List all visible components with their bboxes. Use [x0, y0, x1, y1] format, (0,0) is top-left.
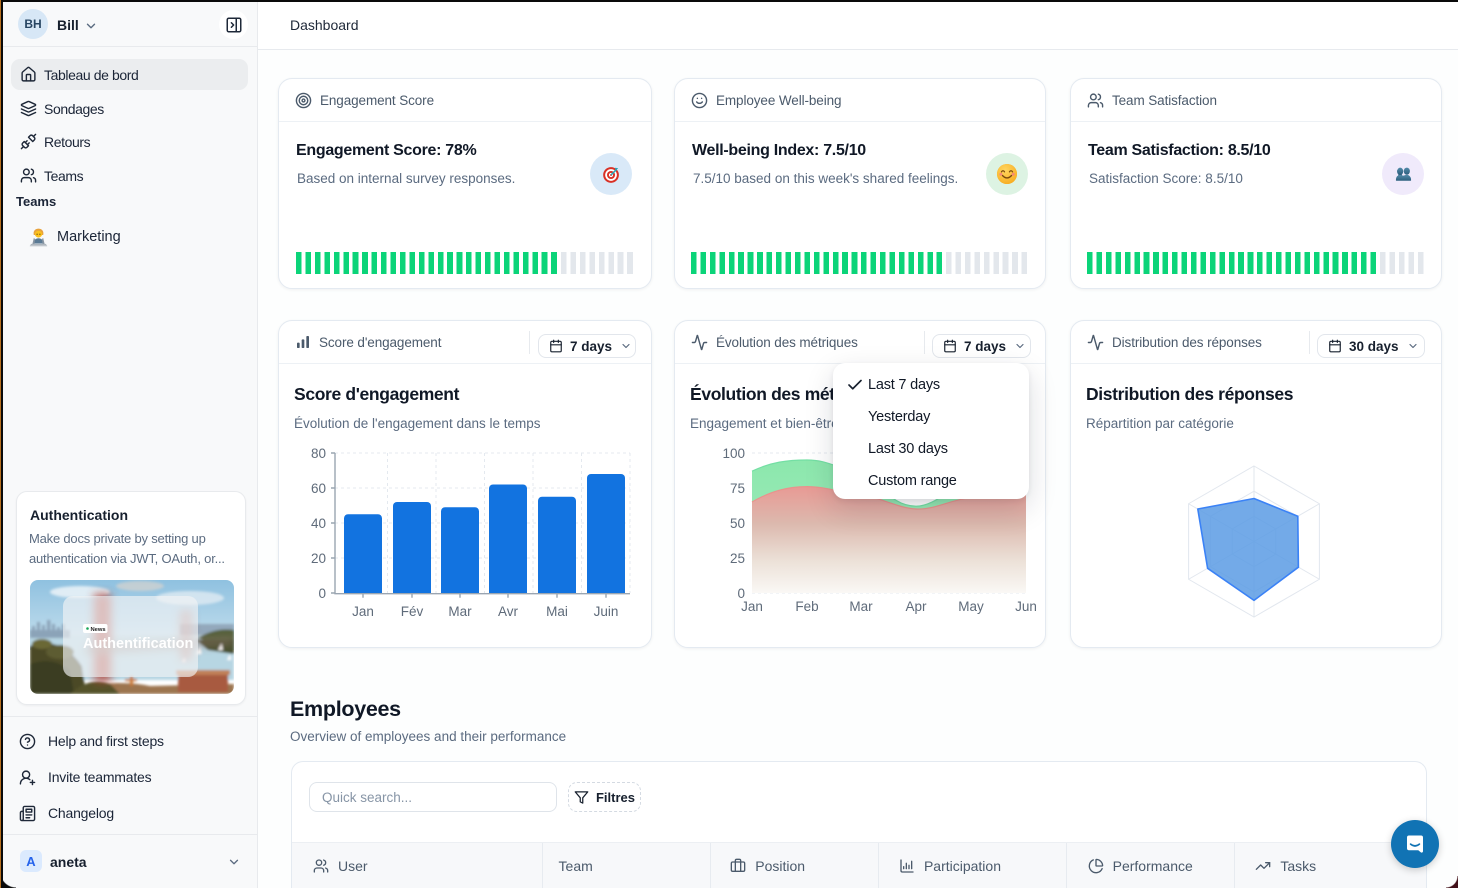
svg-text:100: 100 — [722, 446, 745, 461]
svg-text:Jan: Jan — [741, 599, 763, 614]
svg-text:May: May — [958, 599, 984, 614]
svg-text:Authentification: Authentification — [83, 636, 193, 652]
svg-text:Apr: Apr — [905, 599, 927, 614]
svg-text:75: 75 — [730, 481, 745, 496]
svg-text:Mai: Mai — [546, 604, 568, 619]
svg-text:80: 80 — [311, 446, 326, 461]
svg-text:News: News — [91, 627, 106, 633]
svg-text:40: 40 — [311, 516, 326, 531]
svg-text:60: 60 — [311, 481, 326, 496]
svg-text:Mar: Mar — [448, 604, 472, 619]
svg-text:Avr: Avr — [498, 604, 519, 619]
svg-text:Feb: Feb — [795, 599, 818, 614]
svg-text:25: 25 — [730, 551, 745, 566]
svg-text:Mar: Mar — [849, 599, 873, 614]
svg-text:Juin: Juin — [594, 604, 619, 619]
svg-text:0: 0 — [737, 586, 745, 601]
svg-text:Jun: Jun — [1015, 599, 1037, 614]
svg-text:Jan: Jan — [352, 604, 374, 619]
svg-text:20: 20 — [311, 551, 326, 566]
svg-text:Fév: Fév — [401, 604, 424, 619]
svg-text:50: 50 — [730, 516, 745, 531]
svg-text:0: 0 — [318, 586, 326, 601]
